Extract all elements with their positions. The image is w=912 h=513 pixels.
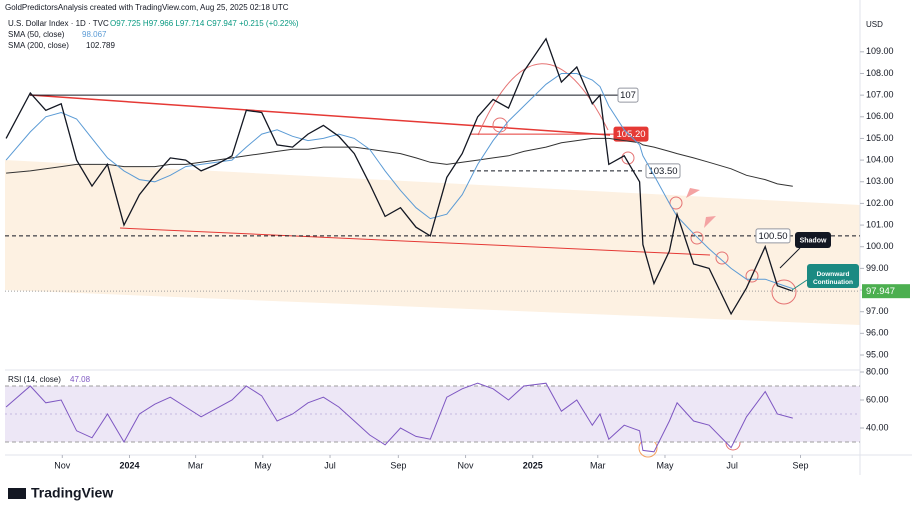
y-tick-label: 109.00 xyxy=(866,46,894,56)
rsi-line xyxy=(5,382,793,453)
symbol: U.S. Dollar Index · 1D · TVC xyxy=(8,19,109,28)
arrow xyxy=(686,188,700,198)
price-tag xyxy=(862,284,910,299)
legend-value: 47.08 xyxy=(70,375,91,384)
arrow xyxy=(704,216,716,228)
y-tick-label: 101.00 xyxy=(866,219,894,229)
level-box xyxy=(617,87,639,103)
legend-value: 98.067 xyxy=(82,30,107,39)
y-tick-label: 102.00 xyxy=(866,198,894,208)
note-pointer xyxy=(791,279,808,291)
y-tick-label: 100.00 xyxy=(866,241,894,251)
currency: USD xyxy=(866,20,883,29)
x-tick-label: 2025 xyxy=(523,460,543,470)
x-tick-label: 2024 xyxy=(119,460,139,470)
x-tick-label: Mar xyxy=(188,460,204,470)
y-tick-label: 40.00 xyxy=(866,422,889,432)
y-tick-label: 97.00 xyxy=(866,306,889,316)
level-label: 100.50 xyxy=(758,231,787,242)
price-line xyxy=(5,37,794,316)
legend-name: SMA (200, close) xyxy=(8,41,69,50)
x-tick-label: Sep xyxy=(390,460,406,470)
y-tick-label: 105.00 xyxy=(866,133,894,143)
level-label: 107 xyxy=(620,90,636,101)
y-tick-label: 104.00 xyxy=(866,154,894,164)
x-tick-label: Mar xyxy=(590,460,606,470)
legend-value: 102.789 xyxy=(86,41,115,50)
credit: GoldPredictorsAnalysis created with Trad… xyxy=(5,3,289,12)
circle xyxy=(621,151,635,165)
level-label: 103.50 xyxy=(648,166,677,177)
x-tick-label: May xyxy=(254,460,272,470)
circle xyxy=(715,251,729,265)
x-tick-label: Nov xyxy=(54,460,71,470)
x-tick-label: Jul xyxy=(726,460,738,470)
y-tick-label: 80.00 xyxy=(866,366,889,376)
legend-name: RSI (14, close) xyxy=(8,375,61,384)
note-pointer xyxy=(779,247,801,269)
y-tick-label: 99.00 xyxy=(866,263,889,273)
note: Downward Continuation xyxy=(813,271,853,286)
y-tick-label: 60.00 xyxy=(866,394,889,404)
legend-name: SMA (50, close) xyxy=(8,30,65,39)
y-tick-label: 106.00 xyxy=(866,111,894,121)
x-tick-label: May xyxy=(656,460,674,470)
circle xyxy=(771,279,797,305)
x-tick-label: Jul xyxy=(324,460,336,470)
circle xyxy=(690,231,704,245)
level-box xyxy=(645,163,681,179)
ohlc: O97.725 H97.966 L97.714 C97.947 +0.215 (… xyxy=(110,19,299,28)
note: Shadow xyxy=(800,237,827,244)
sma-line xyxy=(6,137,793,187)
note-box xyxy=(807,264,859,288)
price-tag-label: 97.947 xyxy=(866,286,895,297)
y-tick-label: 95.00 xyxy=(866,349,889,359)
level-label: 105.20 xyxy=(616,129,645,140)
trendline xyxy=(119,227,711,256)
brand: TradingView xyxy=(31,485,113,501)
logo-mark xyxy=(8,488,26,499)
y-tick-label: 103.00 xyxy=(866,176,894,186)
circle xyxy=(745,269,759,283)
circle xyxy=(669,196,683,210)
x-tick-label: Sep xyxy=(792,460,808,470)
level-box xyxy=(755,228,791,244)
y-tick-label: 108.00 xyxy=(866,68,894,78)
y-tick-label: 107.00 xyxy=(866,90,894,100)
x-tick-label: Nov xyxy=(458,460,475,470)
trendline xyxy=(29,94,611,136)
y-tick-label: 96.00 xyxy=(866,328,889,338)
